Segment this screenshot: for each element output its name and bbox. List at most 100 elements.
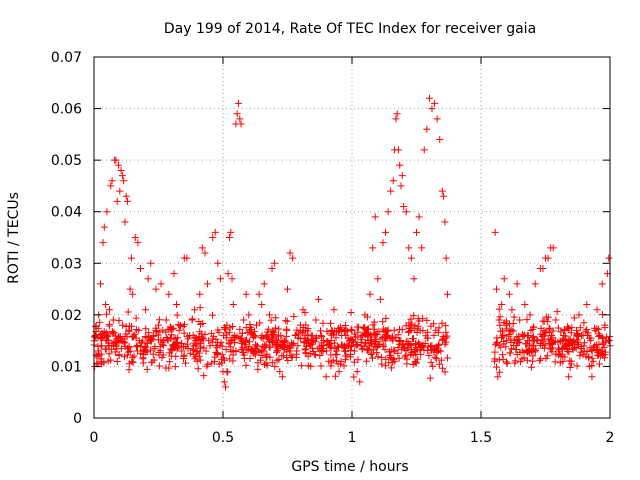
data-point	[265, 311, 273, 319]
data-point	[335, 368, 343, 376]
data-point	[383, 332, 391, 340]
data-point	[424, 334, 432, 342]
data-point	[183, 254, 191, 262]
data-point	[580, 319, 588, 327]
data-point	[169, 324, 177, 332]
data-point	[235, 334, 243, 342]
data-point	[125, 342, 133, 350]
data-point	[580, 342, 588, 350]
data-point	[198, 334, 206, 342]
data-point	[381, 362, 389, 370]
data-point	[565, 340, 573, 348]
data-point	[247, 330, 255, 338]
data-point	[585, 354, 593, 362]
data-point	[362, 357, 370, 365]
y-tick-label: 0.05	[51, 153, 82, 169]
data-point	[139, 355, 147, 363]
data-point	[330, 306, 338, 314]
data-point	[273, 357, 281, 365]
data-point	[366, 290, 374, 298]
data-point	[559, 335, 567, 343]
data-point	[588, 373, 596, 381]
data-point	[127, 254, 135, 262]
data-point	[405, 244, 413, 252]
data-point	[162, 364, 170, 372]
data-point	[195, 317, 203, 325]
data-point	[269, 327, 277, 335]
data-point	[184, 333, 192, 341]
data-point	[242, 290, 250, 298]
data-point	[503, 359, 511, 367]
data-point	[438, 319, 446, 327]
data-point	[136, 264, 144, 272]
data-point	[103, 336, 111, 344]
data-point	[430, 331, 438, 339]
data-point	[427, 322, 435, 330]
data-point	[438, 187, 446, 195]
data-point	[280, 344, 288, 352]
data-point	[354, 328, 362, 336]
data-point	[413, 228, 420, 236]
data-point	[556, 359, 564, 367]
data-point	[549, 244, 557, 252]
data-point	[553, 308, 561, 316]
data-point	[387, 364, 395, 372]
data-point	[173, 342, 181, 350]
data-point	[394, 344, 402, 352]
data-point	[527, 326, 535, 334]
data-point	[203, 362, 211, 370]
data-point	[152, 285, 160, 293]
data-point	[130, 352, 138, 360]
data-point	[214, 326, 222, 334]
data-point	[564, 348, 572, 356]
data-point	[582, 327, 590, 335]
data-point	[143, 365, 151, 373]
data-point	[408, 348, 416, 356]
data-point	[109, 342, 117, 350]
data-point	[598, 280, 606, 288]
data-point	[95, 352, 103, 360]
data-point	[219, 354, 227, 362]
data-point	[589, 357, 597, 365]
data-point	[168, 331, 176, 339]
data-point	[301, 334, 309, 342]
data-point	[378, 360, 386, 368]
data-point	[337, 358, 345, 366]
data-point	[508, 326, 516, 334]
data-point	[200, 372, 208, 380]
data-point	[376, 340, 384, 348]
data-point	[423, 316, 431, 324]
data-point	[411, 340, 419, 348]
data-point	[407, 254, 415, 262]
data-point	[412, 359, 420, 367]
data-point	[347, 309, 355, 317]
data-point	[354, 356, 362, 364]
data-point	[290, 312, 298, 320]
data-point	[137, 342, 145, 350]
data-point	[110, 329, 118, 337]
data-point	[547, 336, 555, 344]
data-point	[282, 332, 290, 340]
data-point	[302, 342, 310, 350]
data-point	[558, 350, 566, 358]
data-point	[107, 345, 115, 353]
data-point	[211, 228, 219, 236]
data-point	[569, 338, 577, 346]
data-point	[103, 310, 111, 318]
data-point	[367, 350, 375, 358]
data-point	[304, 325, 312, 333]
data-point	[141, 348, 149, 356]
data-point	[575, 311, 583, 319]
data-point	[510, 313, 518, 321]
data-point	[426, 374, 434, 382]
data-point	[192, 341, 200, 349]
data-point	[521, 301, 529, 309]
data-point	[425, 94, 433, 102]
data-point	[129, 333, 137, 341]
data-point	[412, 344, 420, 352]
data-point	[506, 349, 514, 357]
data-point	[546, 344, 554, 352]
data-point	[593, 306, 601, 314]
data-point	[348, 336, 356, 344]
data-point	[103, 208, 111, 216]
